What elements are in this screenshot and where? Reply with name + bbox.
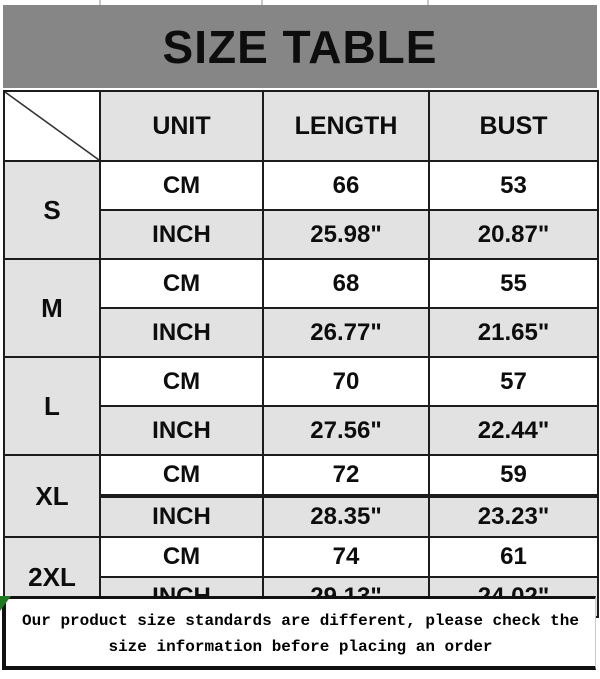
table-row: M CM 68 55 bbox=[3, 258, 599, 358]
unit-cell: CM bbox=[99, 536, 264, 578]
length-cell: 74 bbox=[262, 536, 430, 578]
length-cell: 68 bbox=[262, 258, 430, 309]
column-header-unit: UNIT bbox=[99, 90, 264, 162]
diagonal-header-cell bbox=[3, 90, 101, 162]
page-title: SIZE TABLE bbox=[162, 20, 438, 73]
note-line-1: Our product size standards are different… bbox=[22, 612, 579, 630]
unit-cell: INCH bbox=[99, 307, 264, 358]
grid-tick bbox=[427, 0, 429, 6]
grid-tick bbox=[261, 0, 263, 6]
unit-cell: CM bbox=[99, 356, 264, 407]
length-cell: 70 bbox=[262, 356, 430, 407]
unit-cell: CM bbox=[99, 258, 264, 309]
size-label: L bbox=[3, 356, 101, 456]
green-corner-icon bbox=[0, 596, 11, 611]
unit-cell: INCH bbox=[99, 495, 264, 538]
bust-cell: 57 bbox=[428, 356, 599, 407]
note-line-2: size information before placing an order bbox=[108, 638, 493, 656]
table-row: S CM 66 53 bbox=[3, 160, 599, 260]
size-note: Our product size standards are different… bbox=[2, 596, 596, 670]
table-row: INCH 25.98" 20.87" bbox=[4, 209, 599, 260]
diagonal-line-icon bbox=[6, 93, 98, 159]
bust-cell: 23.23" bbox=[428, 495, 599, 538]
table-row: XL CM 72 59 bbox=[3, 454, 599, 538]
table-row: INCH 28.35" 23.23" bbox=[4, 495, 599, 538]
length-cell: 28.35" bbox=[262, 495, 430, 538]
bust-cell: 53 bbox=[428, 160, 599, 211]
table-row: 2XL CM 74 61 bbox=[3, 536, 599, 618]
bust-cell: 61 bbox=[428, 536, 599, 578]
length-cell: 25.98" bbox=[262, 209, 430, 260]
table-row: INCH 26.77" 21.65" bbox=[4, 307, 599, 358]
unit-cell: INCH bbox=[99, 209, 264, 260]
table-row: INCH 27.56" 22.44" bbox=[4, 405, 599, 456]
size-label: M bbox=[3, 258, 101, 358]
length-cell: 66 bbox=[262, 160, 430, 211]
bust-cell: 21.65" bbox=[428, 307, 599, 358]
bust-cell: 55 bbox=[428, 258, 599, 309]
size-label: S bbox=[3, 160, 101, 260]
bust-cell: 59 bbox=[428, 454, 599, 498]
unit-cell: CM bbox=[99, 160, 264, 211]
bust-cell: 22.44" bbox=[428, 405, 599, 456]
size-label: XL bbox=[3, 454, 101, 538]
column-header-length: LENGTH bbox=[262, 90, 430, 162]
bust-cell: 20.87" bbox=[428, 209, 599, 260]
title-band: SIZE TABLE bbox=[3, 5, 597, 88]
header-row: UNIT LENGTH BUST bbox=[3, 90, 599, 162]
table-row: L CM 70 57 bbox=[3, 356, 599, 456]
grid-tick bbox=[99, 0, 101, 6]
unit-cell: CM bbox=[99, 454, 264, 498]
unit-cell: INCH bbox=[99, 405, 264, 456]
length-cell: 72 bbox=[262, 454, 430, 498]
length-cell: 26.77" bbox=[262, 307, 430, 358]
size-table: UNIT LENGTH BUST S CM 66 53 INCH 25.98" … bbox=[3, 90, 599, 618]
length-cell: 27.56" bbox=[262, 405, 430, 456]
column-header-bust: BUST bbox=[428, 90, 599, 162]
